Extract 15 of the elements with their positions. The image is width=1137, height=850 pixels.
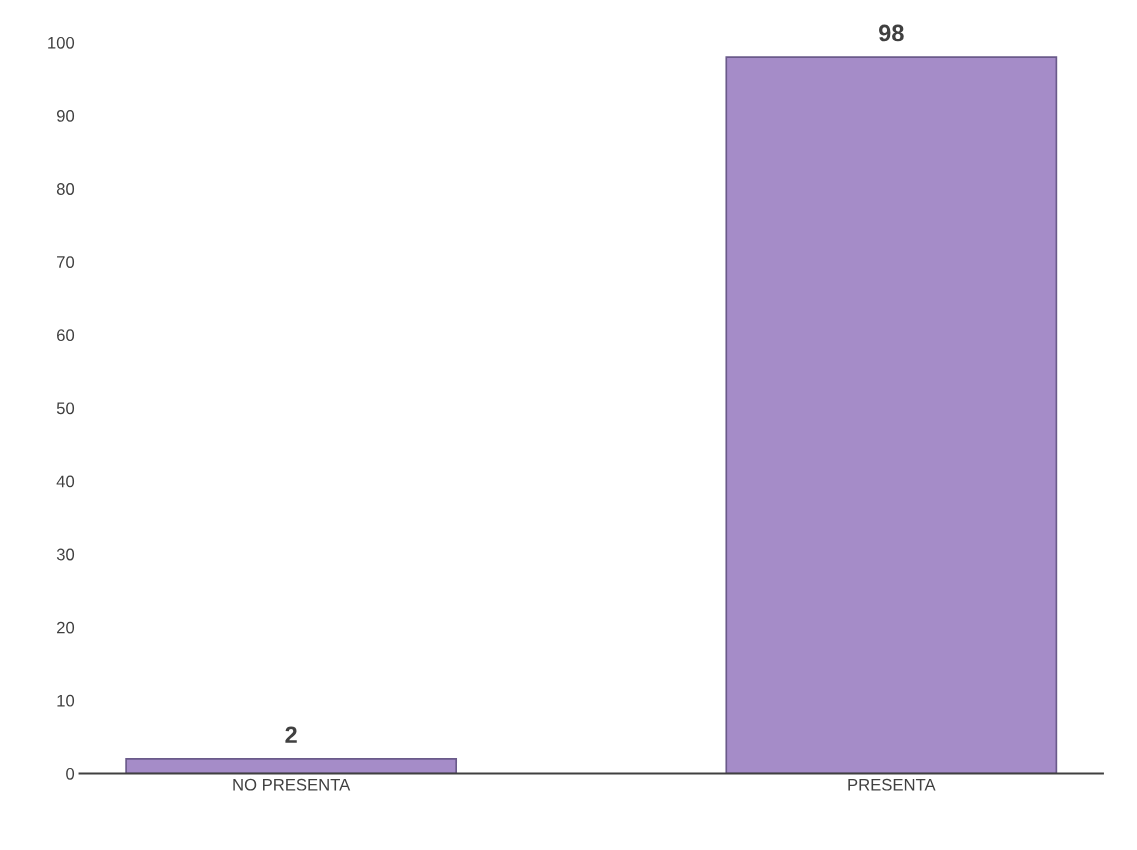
- y-tick-label: 60: [57, 329, 75, 342]
- y-tick-label: 100: [48, 36, 75, 49]
- y-tick-label: 30: [56, 548, 75, 561]
- x-tick-label: NO PRESENTA: [233, 778, 351, 791]
- data-label: 98: [879, 24, 904, 42]
- y-tick-label: 40: [56, 475, 75, 488]
- y-tick-label: 20: [57, 621, 75, 634]
- y-tick-label: 70: [57, 256, 75, 268]
- data-label: 2: [285, 726, 297, 743]
- y-tick-label: 10: [57, 694, 75, 707]
- y-tick-label: 50: [56, 402, 75, 415]
- y-tick-label: 80: [56, 183, 75, 195]
- y-tick-label: 0: [66, 767, 75, 780]
- y-tick-label: 90: [56, 110, 75, 122]
- x-tick-label: PRESENTA: [848, 778, 936, 791]
